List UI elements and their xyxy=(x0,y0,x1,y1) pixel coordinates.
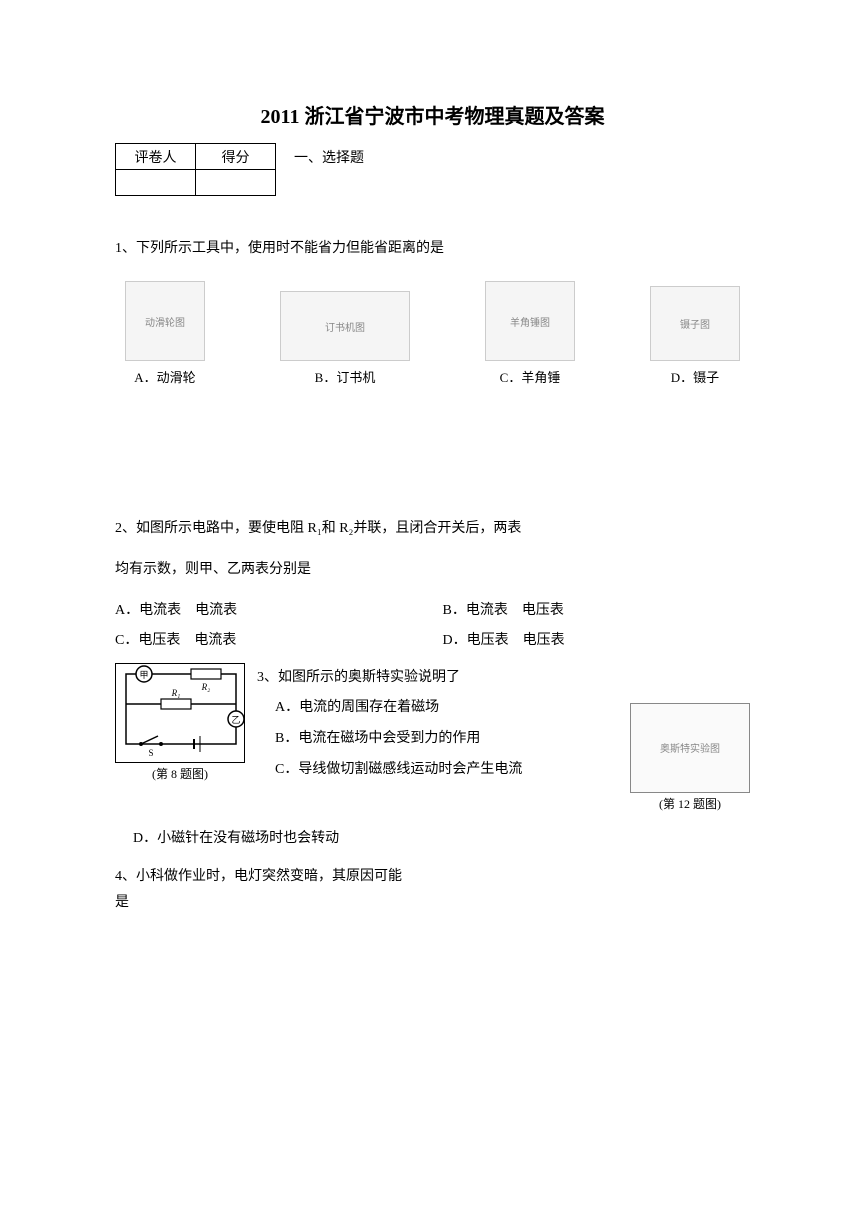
question-3-text-block: 3、如图所示的奥斯特实验说明了 A．电流的周围存在着磁场 B．电流在磁场中会受到… xyxy=(257,663,618,786)
q1-option-b: 订书机图 B．订书机 xyxy=(280,291,410,386)
question-1-text: 1、下列所示工具中，使用时不能省力但能省距离的是 xyxy=(115,236,750,261)
oersted-diagram: 奥斯特实验图 xyxy=(630,703,750,793)
pulley-icon: 动滑轮图 xyxy=(125,281,205,361)
q1-label-b: B．订书机 xyxy=(280,367,410,386)
q2-opt-d: D．电压表 电压表 xyxy=(443,629,751,649)
score-table: 评卷人 得分 xyxy=(115,143,276,196)
oersted-figure-wrap: 奥斯特实验图 (第 12 题图) xyxy=(630,663,750,812)
q2-opt-c: C．电压表 电流表 xyxy=(115,629,423,649)
question-2-line1: 2、如图所示电路中，要使电阻 R₁和 R₂并联，且闭合开关后，两表 xyxy=(115,516,750,541)
meter-yi-label: 乙 xyxy=(231,715,240,725)
tweezers-icon: 镊子图 xyxy=(650,286,740,361)
q3-opt-a: A．电流的周围存在着磁场 xyxy=(275,693,618,724)
circuit-diagram: 甲 R₂ R₁ 乙 S xyxy=(115,663,245,763)
section-label: 一、选择题 xyxy=(294,143,364,167)
q3-opt-c: C．导线做切割磁感线运动时会产生电流 xyxy=(275,755,618,786)
question-4-line1: 4、小科做作业时，电灯突然变暗，其原因可能 xyxy=(115,864,750,889)
r1-label: R₁ xyxy=(171,688,181,698)
q3-opt-d: D．小磁针在没有磁场时也会转动 xyxy=(133,824,750,855)
question-2-line2: 均有示数，则甲、乙两表分别是 xyxy=(115,557,750,582)
meter-jia-label: 甲 xyxy=(139,670,148,680)
circuit-figure-wrap: 甲 R₂ R₁ 乙 S (第 8 题图) xyxy=(115,663,245,782)
q2-opt-a: A．电流表 电流表 xyxy=(115,599,423,619)
q1-option-d: 镊子图 D．镊子 xyxy=(650,286,740,386)
question-1-images: 动滑轮图 A．动滑轮 订书机图 B．订书机 羊角锤图 C．羊角锤 镊子图 D．镊… xyxy=(115,281,750,386)
score-cell-empty-1 xyxy=(116,170,196,196)
q1-label-a: A．动滑轮 xyxy=(125,367,205,386)
q2-opt-b: B．电流表 电压表 xyxy=(443,599,751,619)
question-4-line2: 是 xyxy=(115,890,750,915)
fig8-caption: (第 8 题图) xyxy=(115,765,245,782)
hammer-icon: 羊角锤图 xyxy=(485,281,575,361)
q3-stem: 3、如图所示的奥斯特实验说明了 xyxy=(257,663,618,694)
q1-label-d: D．镊子 xyxy=(650,367,740,386)
q1-label-c: C．羊角锤 xyxy=(485,367,575,386)
question-2-options: A．电流表 电流表 B．电流表 电压表 C．电压表 电流表 D．电压表 电压表 xyxy=(115,599,750,649)
score-col-grader: 评卷人 xyxy=(116,144,196,170)
stapler-icon: 订书机图 xyxy=(280,291,410,361)
q1-option-a: 动滑轮图 A．动滑轮 xyxy=(125,281,205,386)
q1-option-c: 羊角锤图 C．羊角锤 xyxy=(485,281,575,386)
fig12-caption: (第 12 题图) xyxy=(630,795,750,812)
score-col-score: 得分 xyxy=(196,144,276,170)
page-title: 2011 浙江省宁波市中考物理真题及答案 xyxy=(115,100,750,129)
r2-label: R₂ xyxy=(201,682,211,692)
header-row: 评卷人 得分 一、选择题 xyxy=(115,143,750,196)
q3-opt-b: B．电流在磁场中会受到力的作用 xyxy=(275,724,618,755)
question-3-block: 甲 R₂ R₁ 乙 S (第 8 题图) 3、如图所示的奥斯特实验说明了 A．电… xyxy=(115,663,750,812)
score-cell-empty-2 xyxy=(196,170,276,196)
switch-label: S xyxy=(148,748,153,758)
